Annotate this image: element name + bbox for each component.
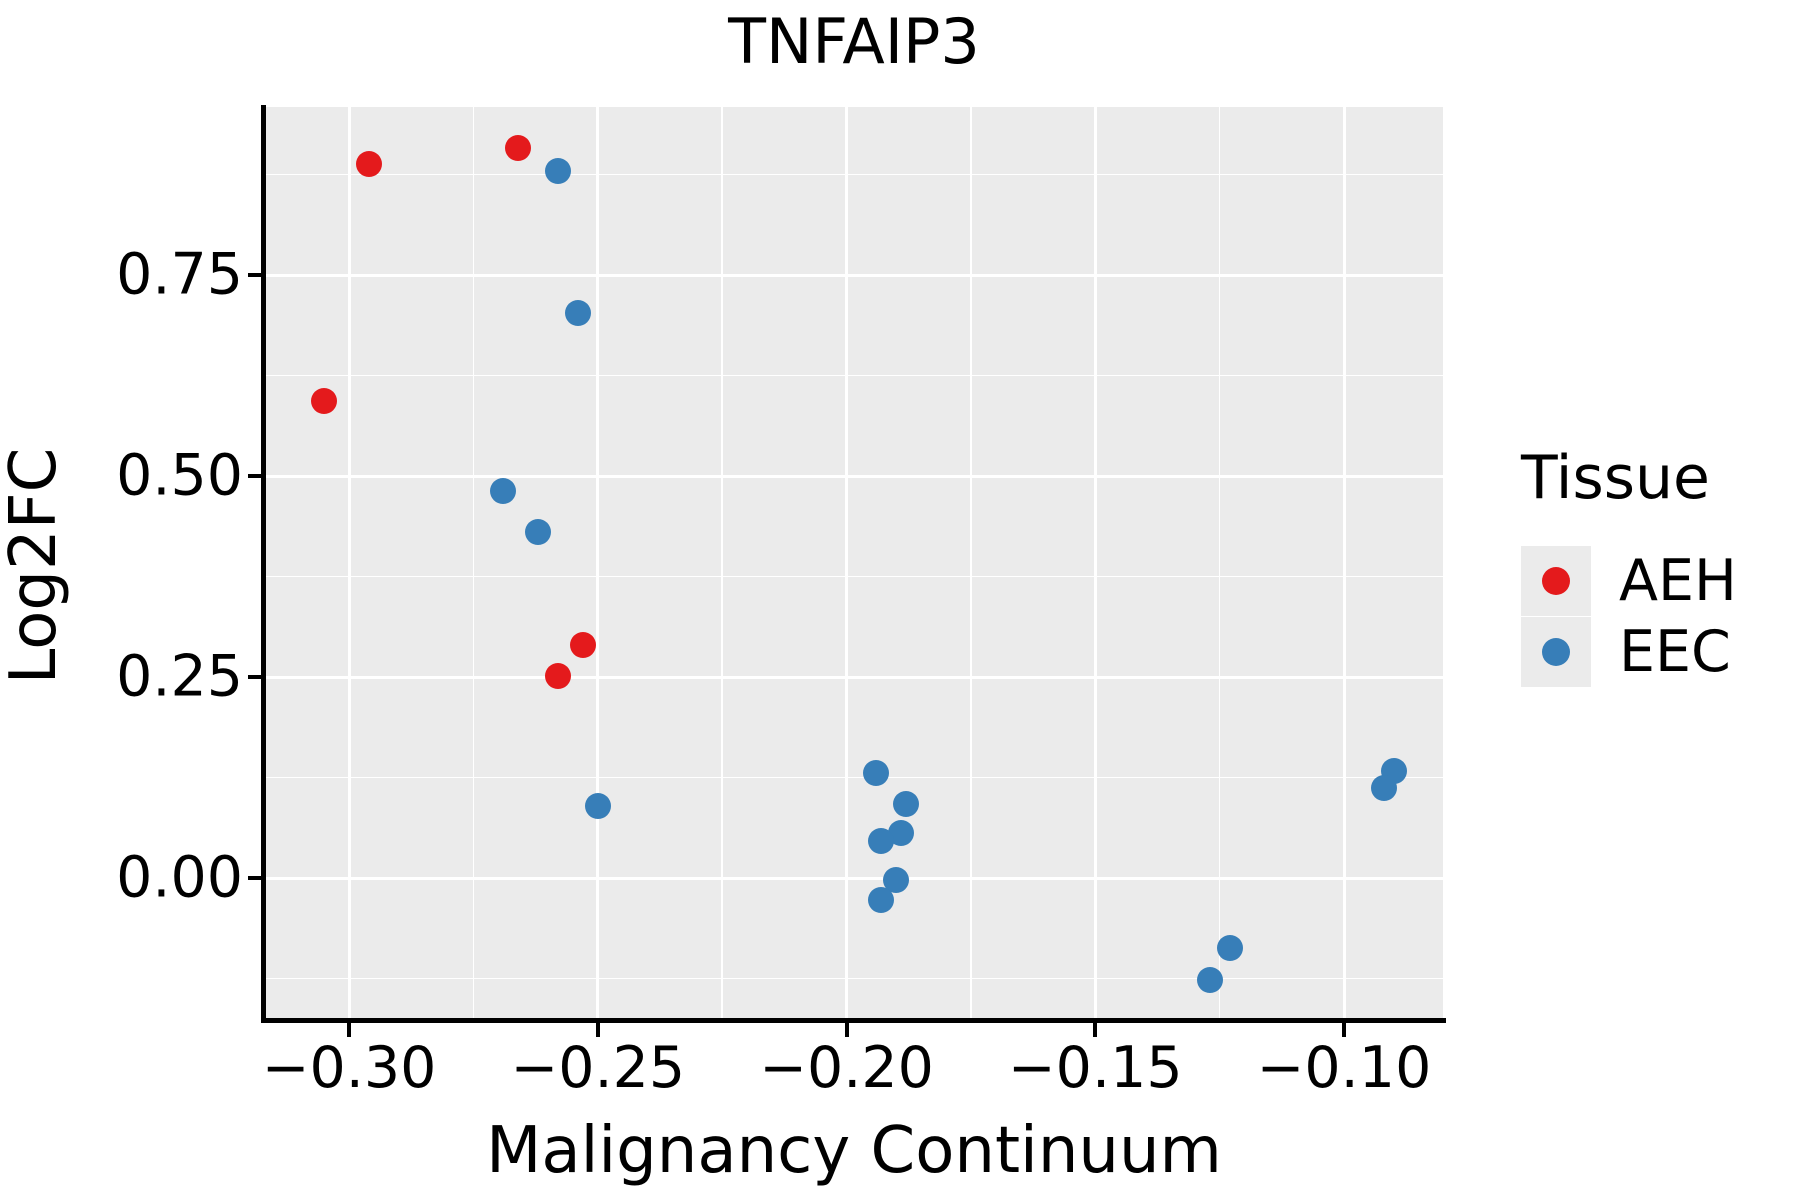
- y-tick-label: 0.75: [116, 241, 243, 308]
- data-point-aeh: [569, 631, 596, 658]
- data-point-eec: [863, 759, 890, 786]
- x-major-gridline: [845, 107, 849, 1020]
- x-tick-mark: [1093, 1023, 1098, 1037]
- data-point-aeh: [355, 151, 382, 178]
- x-tick-label: −0.25: [510, 1035, 686, 1101]
- data-point-eec: [868, 828, 895, 855]
- x-minor-gridline: [970, 107, 972, 1020]
- data-point-eec: [564, 299, 591, 326]
- x-minor-gridline: [721, 107, 723, 1020]
- legend-key-box: [1521, 545, 1591, 616]
- x-axis-line: [261, 1018, 1446, 1023]
- data-point-eec: [1216, 934, 1243, 961]
- y-axis-title: Log2FC: [0, 447, 71, 685]
- y-major-gridline: [265, 273, 1443, 277]
- y-tick-mark: [248, 474, 262, 479]
- x-tick-mark: [844, 1023, 849, 1037]
- y-tick-mark: [248, 675, 262, 680]
- y-axis-line: [261, 105, 266, 1022]
- data-point-eec: [490, 478, 517, 505]
- x-major-gridline: [596, 107, 600, 1020]
- y-tick-mark: [248, 273, 262, 278]
- data-point-eec: [525, 519, 552, 546]
- legend-entry-label: EEC: [1619, 618, 1731, 685]
- legend-entry-eec: EEC: [1521, 616, 1737, 687]
- x-tick-label: −0.10: [1256, 1035, 1432, 1101]
- y-tick-mark: [248, 876, 262, 881]
- y-tick-label: 0.50: [116, 442, 243, 509]
- x-tick-mark: [347, 1023, 352, 1037]
- legend-key-box: [1521, 616, 1591, 687]
- data-point-eec: [545, 158, 571, 185]
- y-minor-gridline: [265, 776, 1443, 779]
- data-point-aeh: [505, 135, 532, 161]
- legend-dot-eec: [1542, 637, 1570, 666]
- chart-title: TNFAIP3: [728, 5, 980, 78]
- data-point-aeh: [311, 388, 338, 415]
- y-tick-label: 0.00: [116, 844, 243, 911]
- y-tick-label: 0.25: [116, 643, 243, 710]
- x-minor-gridline: [1218, 107, 1221, 1020]
- y-major-gridline: [265, 675, 1443, 679]
- x-major-gridline: [1093, 107, 1097, 1020]
- data-point-aeh: [545, 663, 571, 690]
- x-tick-mark: [1342, 1023, 1346, 1037]
- y-minor-gridline: [265, 977, 1443, 980]
- x-minor-gridline: [472, 107, 475, 1020]
- x-axis-title: Malignancy Continuum: [486, 1114, 1222, 1188]
- y-major-gridline: [265, 474, 1443, 478]
- legend: Tissue AEH EEC: [1521, 446, 1737, 687]
- data-point-eec: [1370, 774, 1397, 801]
- data-point-eec: [893, 791, 920, 818]
- x-major-gridline: [1342, 107, 1346, 1020]
- legend-dot-aeh: [1542, 566, 1570, 595]
- y-minor-gridline: [265, 575, 1443, 578]
- data-point-eec: [584, 793, 611, 820]
- y-minor-gridline: [265, 173, 1443, 176]
- x-tick-mark: [595, 1023, 600, 1037]
- y-major-gridline: [265, 876, 1443, 880]
- x-tick-label: −0.20: [759, 1035, 934, 1101]
- legend-entry-label: AEH: [1619, 547, 1737, 614]
- x-tick-label: −0.15: [1007, 1035, 1183, 1101]
- y-minor-gridline: [265, 374, 1443, 377]
- data-point-eec: [868, 886, 895, 913]
- legend-entry-aeh: AEH: [1521, 545, 1737, 616]
- data-point-eec: [1196, 967, 1223, 994]
- x-tick-label: −0.30: [261, 1035, 437, 1101]
- legend-rows: AEH EEC: [1521, 545, 1737, 687]
- x-major-gridline: [347, 107, 351, 1020]
- plot-panel: [265, 107, 1443, 1020]
- legend-title: Tissue: [1521, 443, 1710, 513]
